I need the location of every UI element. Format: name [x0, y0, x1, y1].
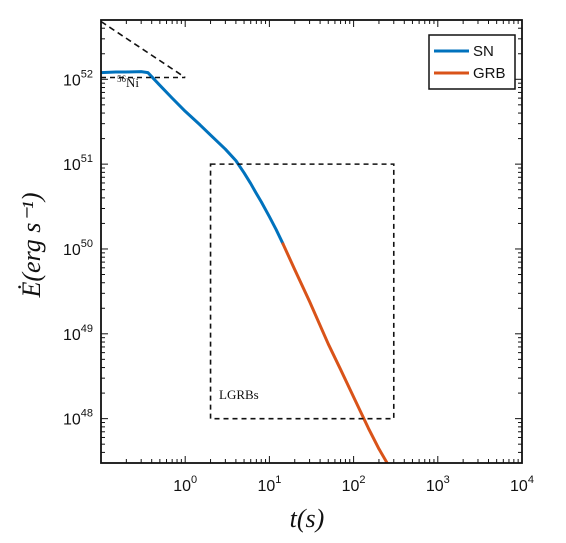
x-tick-label-exponent: 2	[359, 474, 365, 486]
x-tick-label-base: 10	[257, 478, 275, 495]
y-tick-label-exponent: 49	[81, 323, 93, 335]
x-tick-label-exponent: 1	[275, 474, 281, 486]
ni-annotation-superscript: 56	[117, 74, 127, 84]
series-line-sn	[101, 70, 285, 246]
y-tick-label-base: 10	[63, 72, 81, 89]
ni-annotation-label: Ni	[126, 75, 139, 90]
y-tick-label-exponent: 52	[81, 68, 93, 80]
series-layer	[101, 70, 389, 463]
y-tick-label-base: 10	[63, 157, 81, 174]
x-tick-label-base: 10	[426, 478, 444, 495]
series-line-grb	[281, 242, 389, 463]
plot-frame	[100, 19, 523, 464]
x-tick-label: 100	[173, 474, 197, 495]
x-tick-label: 103	[426, 474, 450, 495]
lgrb-dashed-box	[209, 163, 395, 420]
y-tick-label: 1048	[63, 408, 93, 429]
y-tick-label-base: 10	[63, 242, 81, 259]
y-tick-label-base: 10	[63, 412, 81, 429]
y-tick-label-exponent: 48	[81, 408, 93, 420]
x-axis-title: t(s)	[290, 504, 325, 533]
y-tick-label-exponent: 50	[81, 238, 93, 250]
legend-label-sn: SN	[473, 43, 494, 60]
x-tick-label-base: 10	[510, 478, 528, 495]
ticks-layer	[100, 19, 522, 464]
legend-box	[428, 34, 516, 90]
y-tick-label-exponent: 51	[81, 153, 93, 165]
x-tick-label-base: 10	[342, 478, 360, 495]
x-tick-label-exponent: 3	[444, 474, 450, 486]
y-axis-title: Ė(erg s⁻¹)	[17, 192, 46, 298]
reference-layer	[100, 20, 395, 420]
legend: SN GRB	[428, 34, 516, 90]
x-tick-label: 104	[510, 474, 534, 495]
x-tick-label-base: 10	[173, 478, 191, 495]
y-tick-label: 1052	[63, 68, 93, 89]
ni-slope-dashed-line	[100, 20, 186, 79]
y-tick-label-base: 10	[63, 327, 81, 344]
y-tick-label: 1050	[63, 238, 93, 259]
x-tick-label-exponent: 4	[528, 474, 534, 486]
legend-label-grb: GRB	[473, 65, 506, 82]
x-tick-label-exponent: 0	[191, 474, 197, 486]
x-tick-label: 101	[257, 474, 281, 495]
x-tick-label: 102	[342, 474, 366, 495]
lgrb-annotation: LGRBs	[219, 387, 259, 402]
ni-annotation: 56Ni	[117, 74, 139, 90]
y-tick-label: 1049	[63, 323, 93, 344]
y-tick-label: 1051	[63, 153, 93, 174]
